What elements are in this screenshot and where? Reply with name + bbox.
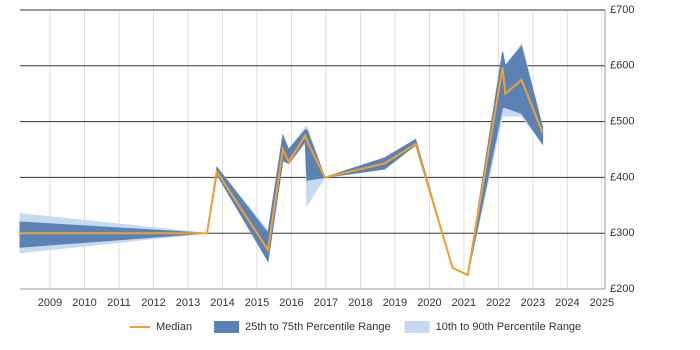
x-tick-label: 2016 bbox=[279, 297, 303, 309]
legend-label: 25th to 75th Percentile Range bbox=[245, 321, 391, 333]
x-tick-label: 2010 bbox=[72, 297, 96, 309]
x-tick-label: 2009 bbox=[38, 297, 62, 309]
y-tick-label: £200 bbox=[610, 283, 634, 295]
x-tick-label: 2018 bbox=[348, 297, 372, 309]
y-tick-label: £500 bbox=[610, 116, 634, 128]
y-tick-label: £400 bbox=[610, 171, 634, 183]
x-tick-label: 2024 bbox=[555, 297, 579, 309]
x-tick-label: 2013 bbox=[176, 297, 200, 309]
x-tick-label: 2023 bbox=[521, 297, 545, 309]
legend-label: Median bbox=[156, 321, 192, 333]
x-tick-label: 2015 bbox=[245, 297, 269, 309]
legend-label: 10th to 90th Percentile Range bbox=[436, 321, 582, 333]
x-tick-label: 2014 bbox=[210, 297, 234, 309]
x-tick-label: 2025 bbox=[590, 297, 614, 309]
y-tick-label: £700 bbox=[610, 4, 634, 16]
x-tick-label: 2012 bbox=[141, 297, 165, 309]
legend-swatch bbox=[214, 321, 240, 333]
y-tick-label: £600 bbox=[610, 60, 634, 72]
legend-swatch bbox=[404, 321, 430, 333]
x-tick-label: 2019 bbox=[383, 297, 407, 309]
x-tick-label: 2017 bbox=[314, 297, 338, 309]
x-tick-label: 2020 bbox=[417, 297, 441, 309]
y-tick-label: £300 bbox=[610, 227, 634, 239]
x-tick-label: 2022 bbox=[486, 297, 510, 309]
x-tick-label: 2021 bbox=[452, 297, 476, 309]
x-tick-label: 2011 bbox=[107, 297, 131, 309]
median-line bbox=[20, 67, 544, 277]
